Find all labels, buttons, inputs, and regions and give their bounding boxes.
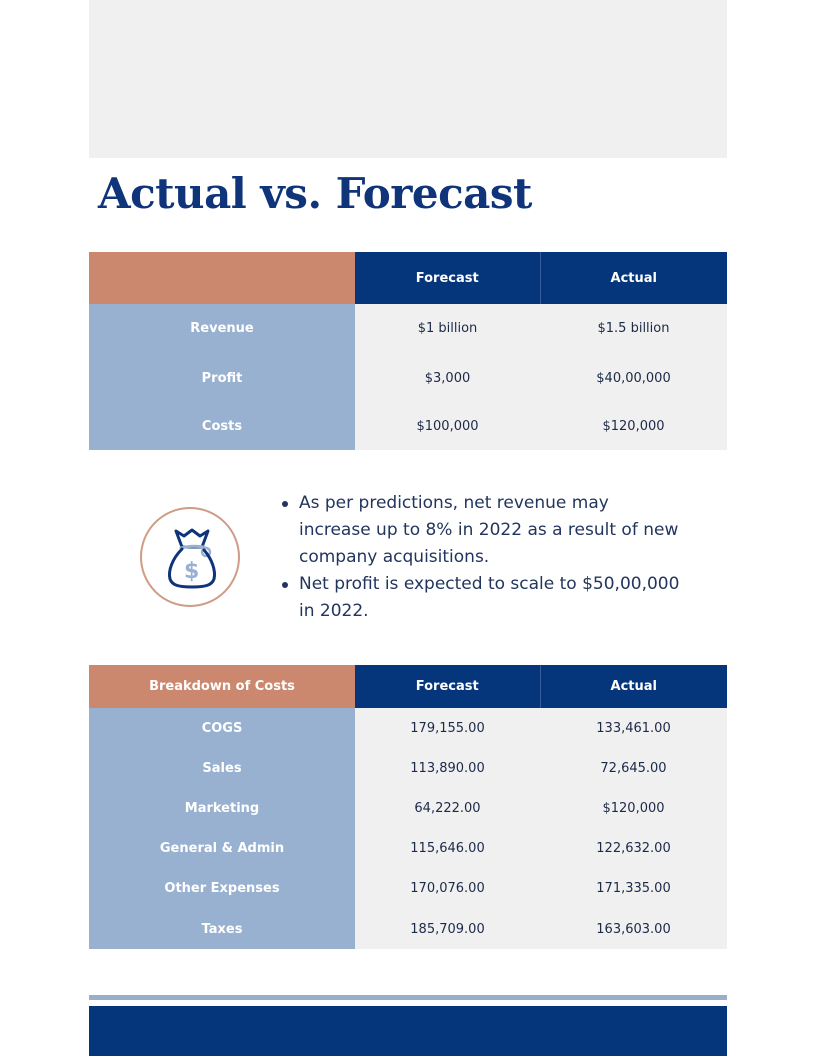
cost-breakdown-table: Breakdown of Costs Forecast Actual COGS …: [89, 665, 727, 950]
svg-text:$: $: [184, 559, 199, 584]
header-forecast: Forecast: [355, 665, 541, 708]
table-row: Taxes 185,709.00 163,603.00: [89, 908, 727, 950]
forecast-value: 115,646.00: [355, 828, 540, 869]
row-label: Other Expenses: [89, 868, 355, 909]
forecast-value: $3,000: [355, 353, 540, 403]
actual-value: $120,000: [540, 403, 727, 450]
table-row: General & Admin 115,646.00 122,632.00: [89, 828, 727, 869]
table-row: Costs $100,000 $120,000: [89, 403, 727, 450]
table-row: Sales 113,890.00 72,645.00: [89, 748, 727, 789]
row-label: Taxes: [89, 908, 355, 950]
table-row: Other Expenses 170,076.00 171,335.00: [89, 868, 727, 909]
actual-value: 163,603.00: [540, 908, 727, 950]
table-row: Revenue $1 billion $1.5 billion: [89, 304, 727, 353]
actual-value: $120,000: [540, 788, 727, 829]
actual-value: $40,00,000: [540, 353, 727, 403]
insight-text: Net profit is expected to scale to $50,0…: [299, 574, 680, 621]
header-actual: Actual: [540, 665, 727, 708]
row-label: Revenue: [89, 304, 355, 353]
row-label: COGS: [89, 708, 355, 749]
footer-divider: [89, 995, 727, 1000]
row-label: Sales: [89, 748, 355, 789]
header-forecast: Forecast: [355, 252, 541, 304]
forecast-value: 185,709.00: [355, 908, 540, 950]
insights-list: As per predictions, net revenue may incr…: [280, 490, 680, 625]
table-header-row: Forecast Actual: [89, 252, 727, 304]
forecast-value: 170,076.00: [355, 868, 540, 909]
insight-bullet: Net profit is expected to scale to $50,0…: [280, 571, 680, 625]
footer-band: [89, 1006, 727, 1056]
header-placeholder-band: [89, 0, 727, 158]
forecast-value: $1 billion: [355, 304, 540, 353]
row-label: Costs: [89, 403, 355, 450]
header-breakdown: Breakdown of Costs: [89, 665, 355, 708]
actual-value: 72,645.00: [540, 748, 727, 789]
insight-text: As per predictions, net revenue may incr…: [299, 493, 679, 567]
header-corner-cell: [89, 252, 355, 304]
actual-value: 122,632.00: [540, 828, 727, 869]
forecast-value: $100,000: [355, 403, 540, 450]
row-label: Marketing: [89, 788, 355, 829]
table-header-row: Breakdown of Costs Forecast Actual: [89, 665, 727, 708]
insight-bullet: As per predictions, net revenue may incr…: [280, 490, 680, 571]
actual-value: 171,335.00: [540, 868, 727, 909]
row-label: General & Admin: [89, 828, 355, 869]
table-row: Profit $3,000 $40,00,000: [89, 353, 727, 403]
page-title: Actual vs. Forecast: [98, 169, 532, 218]
money-bag-icon-badge: $: [140, 507, 240, 607]
forecast-value: 64,222.00: [355, 788, 540, 829]
forecast-value: 113,890.00: [355, 748, 540, 789]
table-row: COGS 179,155.00 133,461.00: [89, 708, 727, 749]
bullet-dot-icon: [282, 582, 288, 588]
bullet-dot-icon: [282, 501, 288, 507]
header-actual: Actual: [540, 252, 727, 304]
table-row: Marketing 64,222.00 $120,000: [89, 788, 727, 829]
actual-value: $1.5 billion: [540, 304, 727, 353]
forecast-value: 179,155.00: [355, 708, 540, 749]
money-bag-icon: $: [168, 528, 216, 589]
summary-table: Forecast Actual Revenue $1 billion $1.5 …: [89, 252, 727, 450]
row-label: Profit: [89, 353, 355, 403]
actual-value: 133,461.00: [540, 708, 727, 749]
